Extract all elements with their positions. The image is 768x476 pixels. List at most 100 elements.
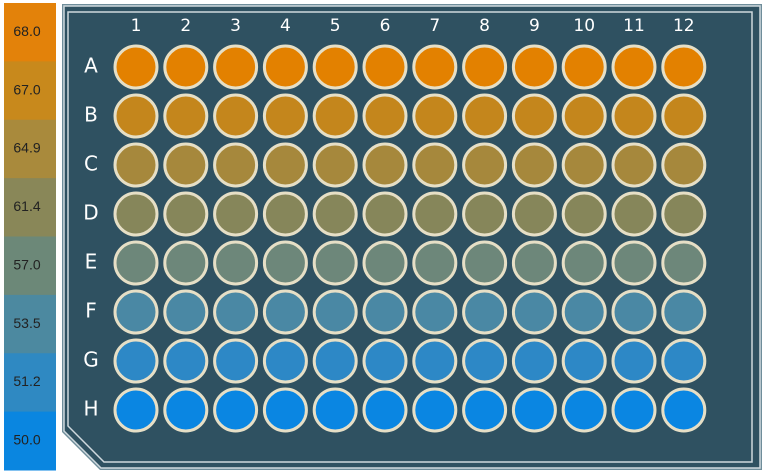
legend-swatch xyxy=(4,294,56,354)
column-label: 6 xyxy=(380,16,391,36)
well xyxy=(511,44,557,90)
legend-label: 57.0 xyxy=(13,256,40,272)
well xyxy=(611,387,657,433)
legend-label: 51.2 xyxy=(13,373,40,389)
row-label: H xyxy=(83,397,98,421)
well xyxy=(262,191,308,237)
well xyxy=(262,93,308,139)
well xyxy=(213,142,259,188)
well xyxy=(661,142,707,188)
legend-swatch xyxy=(4,119,56,179)
well xyxy=(362,44,408,90)
well xyxy=(561,240,607,286)
column-label: 7 xyxy=(429,16,440,36)
well xyxy=(462,338,508,384)
well xyxy=(462,93,508,139)
well xyxy=(412,387,458,433)
well xyxy=(262,240,308,286)
well xyxy=(462,142,508,188)
well xyxy=(661,240,707,286)
well xyxy=(312,191,358,237)
row-label: A xyxy=(84,54,98,78)
well xyxy=(611,338,657,384)
row-label: D xyxy=(83,201,98,225)
well xyxy=(661,289,707,335)
well xyxy=(362,240,408,286)
well xyxy=(362,387,408,433)
column-label: 10 xyxy=(573,16,595,36)
well xyxy=(362,338,408,384)
well xyxy=(412,338,458,384)
well xyxy=(661,191,707,237)
well xyxy=(163,387,209,433)
well xyxy=(412,142,458,188)
row-label: G xyxy=(83,348,99,372)
well xyxy=(262,387,308,433)
well xyxy=(412,240,458,286)
well xyxy=(511,93,557,139)
row-label: C xyxy=(84,152,98,176)
plate-inner-border xyxy=(67,11,753,463)
well xyxy=(213,289,259,335)
legend-label: 53.5 xyxy=(13,315,40,331)
well xyxy=(213,93,259,139)
well xyxy=(661,338,707,384)
well xyxy=(561,142,607,188)
legend-swatch xyxy=(4,3,56,62)
column-label: 12 xyxy=(673,16,695,36)
row-label: B xyxy=(84,103,98,127)
well xyxy=(511,191,557,237)
well xyxy=(462,191,508,237)
well xyxy=(213,191,259,237)
well xyxy=(561,289,607,335)
well xyxy=(611,142,657,188)
column-label: 11 xyxy=(623,16,645,36)
legend-swatch xyxy=(4,178,56,237)
well xyxy=(661,93,707,139)
well xyxy=(611,240,657,286)
well xyxy=(163,191,209,237)
legend-swatch xyxy=(4,353,56,413)
well xyxy=(213,44,259,90)
well xyxy=(611,191,657,237)
well xyxy=(611,93,657,139)
well xyxy=(262,289,308,335)
legend-label: 67.0 xyxy=(13,81,40,97)
well xyxy=(362,142,408,188)
legend: 68.0 67.0 64.9 61.4 57.0 53.5 51.2 50.0 xyxy=(4,3,56,471)
column-label: 5 xyxy=(330,16,341,36)
well xyxy=(511,289,557,335)
well xyxy=(163,44,209,90)
well xyxy=(113,142,159,188)
well xyxy=(312,338,358,384)
legend-label: 68.0 xyxy=(13,23,40,39)
well xyxy=(113,93,159,139)
well xyxy=(412,44,458,90)
well xyxy=(362,93,408,139)
well xyxy=(163,93,209,139)
well xyxy=(412,93,458,139)
well xyxy=(561,338,607,384)
well xyxy=(412,191,458,237)
well xyxy=(163,289,209,335)
well xyxy=(262,44,308,90)
well xyxy=(163,338,209,384)
well xyxy=(462,44,508,90)
legend-swatch xyxy=(4,411,56,471)
well xyxy=(511,387,557,433)
well xyxy=(511,142,557,188)
column-label: 2 xyxy=(180,16,191,36)
well xyxy=(312,289,358,335)
well xyxy=(561,387,607,433)
column-label: 4 xyxy=(280,16,291,36)
well xyxy=(213,338,259,384)
well xyxy=(462,387,508,433)
well xyxy=(113,387,159,433)
legend-label: 64.9 xyxy=(13,140,40,156)
well xyxy=(113,191,159,237)
well xyxy=(163,142,209,188)
well xyxy=(113,240,159,286)
well xyxy=(312,93,358,139)
